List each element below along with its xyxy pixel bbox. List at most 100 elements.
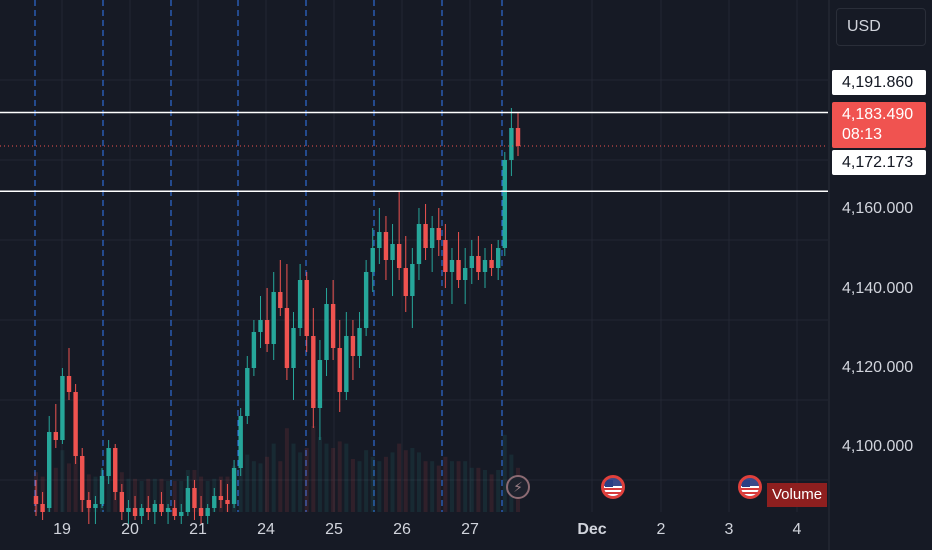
candle-body [443, 240, 448, 272]
x-axis-label: 24 [257, 521, 275, 538]
candle-body [502, 160, 507, 248]
us-flag-event-icon[interactable] [601, 475, 625, 499]
volume-bar [172, 481, 177, 512]
volume-bar [251, 461, 256, 512]
volume-bar [397, 443, 402, 512]
us-flag-event-icon[interactable] [738, 475, 762, 499]
candle-body [198, 508, 204, 516]
candle-body [317, 360, 323, 408]
candle-body [40, 504, 45, 512]
candle-body [165, 508, 171, 512]
volume-bar [179, 481, 184, 512]
candle-body [93, 504, 98, 508]
candle-body [311, 336, 316, 408]
volume-bar [416, 452, 421, 512]
candle-body [278, 292, 283, 308]
volume-bar [271, 443, 276, 512]
candle-body [119, 492, 125, 512]
candle-body [370, 248, 375, 272]
volume-bar [469, 467, 474, 512]
x-axis-label: 25 [325, 521, 343, 538]
volume-bar [331, 448, 336, 512]
volume-bar [377, 461, 382, 512]
candle-body [139, 508, 144, 516]
candle-body [396, 244, 402, 268]
volume-bar [205, 481, 210, 512]
x-axis-label: 27 [461, 521, 479, 538]
volume-bar [502, 434, 507, 512]
candle-body [53, 432, 59, 440]
candle-body [106, 448, 111, 476]
x-axis-label-month: Dec [577, 521, 607, 538]
x-axis-label: 2 [656, 521, 666, 538]
candle-body [429, 228, 435, 248]
volume-bar [337, 441, 342, 512]
candle-body [66, 376, 72, 392]
volume-bar [383, 456, 388, 512]
volume-bar [245, 454, 250, 512]
volume-bar [298, 452, 303, 512]
candle-body [363, 272, 369, 328]
candle-body [159, 504, 164, 512]
candle-body [291, 328, 296, 368]
candle-body [482, 260, 488, 272]
candle-body [469, 256, 474, 268]
candle-body [80, 456, 85, 500]
candle-body [271, 292, 276, 344]
volume-bar [317, 437, 322, 512]
y-axis-label: 4,140.000 [842, 280, 914, 297]
candle-body [132, 508, 138, 516]
candle-body [410, 264, 415, 296]
volume-bar [278, 461, 283, 512]
lower-level-price-tag: 4,172.173 [832, 150, 926, 175]
volume-bar [238, 454, 243, 512]
candle-body [47, 432, 52, 508]
volume-bar [390, 452, 395, 512]
volume-bar [284, 428, 289, 512]
current-price-tag: 4,183.490 08:13 [832, 102, 926, 148]
volume-bar [410, 448, 415, 512]
volume-bar [67, 463, 72, 512]
volume-bar [126, 478, 131, 512]
candle-body [515, 128, 521, 147]
y-axis-label: 4,100.000 [842, 438, 914, 455]
candle-body [60, 376, 65, 440]
volume-bar [496, 470, 501, 512]
candle-body [495, 248, 501, 268]
lightning-event-icon[interactable]: ⚡ [506, 475, 530, 499]
volume-bar [199, 476, 204, 512]
y-axis-label: 4,160.000 [842, 200, 914, 217]
candle-body [113, 448, 118, 492]
candle-body [205, 508, 210, 516]
candle-body [436, 228, 441, 240]
candle-body [73, 392, 78, 456]
volume-bar [166, 481, 171, 512]
candle-body [383, 232, 389, 260]
candle-body [416, 224, 422, 264]
candle-body [330, 304, 336, 348]
candle-body [33, 496, 39, 504]
volume-bar [133, 478, 138, 512]
volume-bar [430, 461, 435, 512]
candle-body [86, 500, 92, 508]
bar-countdown: 08:13 [842, 126, 883, 143]
volume-bar [311, 426, 316, 512]
volume-bar [489, 474, 494, 512]
volume-bar [443, 456, 448, 512]
candle-body [238, 416, 243, 468]
volume-bar [291, 443, 296, 512]
currency-selector[interactable]: USD [836, 8, 926, 46]
candle-body [337, 348, 342, 392]
x-axis-label: 21 [189, 521, 207, 538]
volume-bar [73, 448, 78, 512]
candle-body [284, 308, 290, 368]
candle-body [231, 468, 237, 504]
volume-legend-badge[interactable]: Volume [767, 483, 828, 507]
volume-bar [463, 461, 468, 512]
candle-body [390, 244, 395, 260]
volume-bar [106, 467, 111, 512]
volume-bar [482, 470, 487, 512]
candle-body [344, 336, 349, 392]
